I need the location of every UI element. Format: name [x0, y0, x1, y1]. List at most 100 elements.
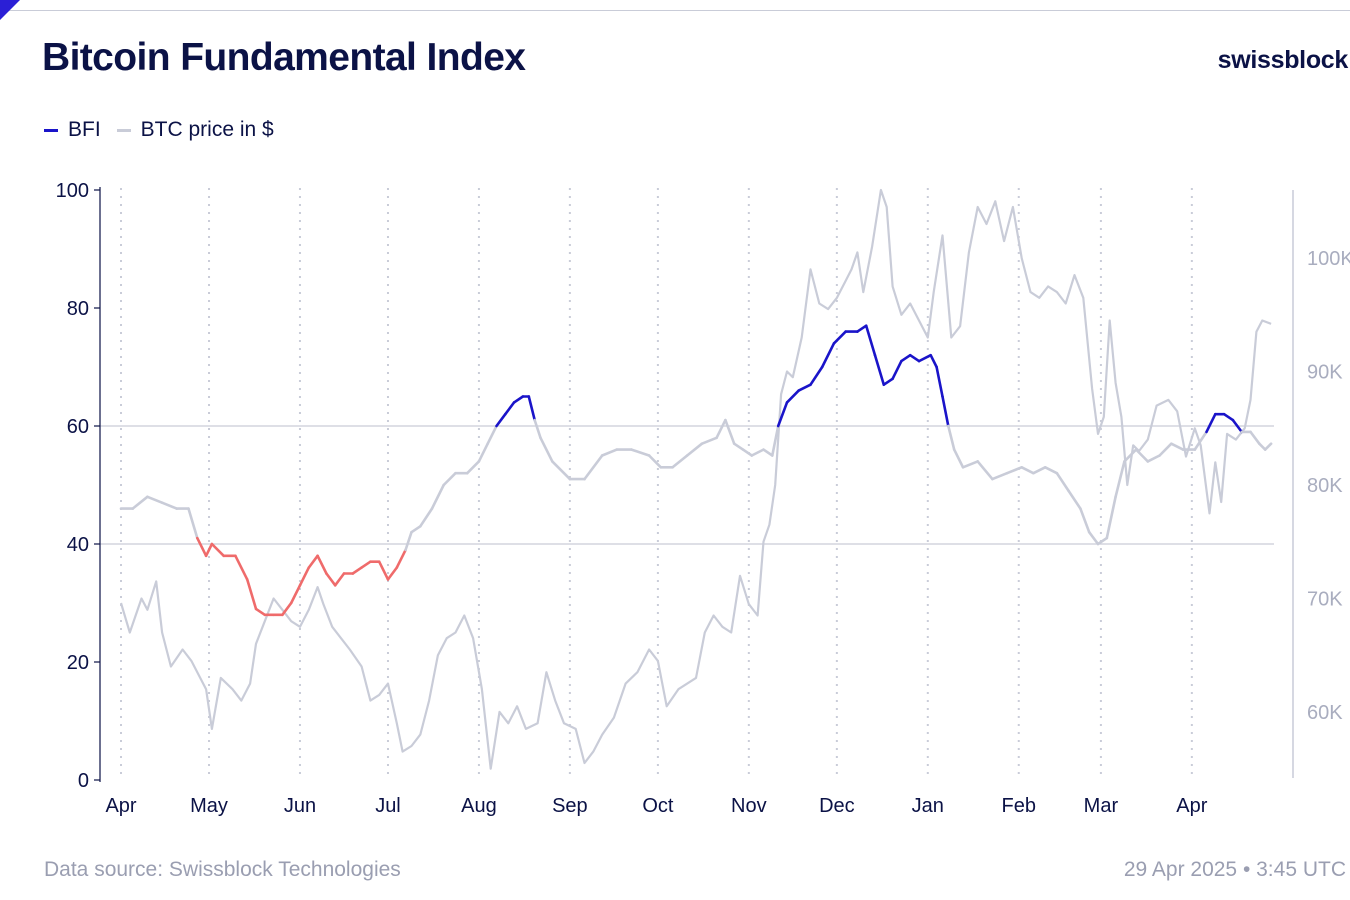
bfi-line-segment [1067, 489, 1082, 510]
bfi-line-segment [430, 483, 446, 510]
bfi-line-segment [685, 442, 704, 457]
bfi-line-segment [732, 442, 745, 451]
bfi-line-segment [991, 471, 1009, 481]
bfi-line-segment [929, 353, 938, 369]
bfi-line-segment [377, 560, 390, 581]
bfi-line-segment [809, 365, 824, 387]
x-tick-label-0: Apr [105, 795, 136, 817]
bfi-line-segment [442, 471, 457, 487]
bfi-line-segment [1005, 465, 1024, 475]
bfi-line-segment [131, 495, 149, 510]
bfi-line-segment [891, 359, 903, 381]
legend-swatch-btc [116, 128, 131, 132]
bfi-line-segment [1170, 442, 1185, 451]
bfi-line-segment [1087, 530, 1100, 546]
bfi-line-segment [527, 395, 537, 422]
bfi-line-segment [1105, 495, 1117, 540]
bfi-line-segment [333, 572, 346, 587]
timestamp: 29 Apr 2025 • 3:45 UTC [1123, 858, 1346, 881]
bfi-line-segment [204, 542, 214, 558]
bfi-line-segment [785, 389, 801, 404]
bfi-line-segment [146, 495, 164, 505]
bfi-line-segment [360, 560, 372, 569]
bfi-line-segment [418, 507, 434, 528]
bfi-line-segment [539, 436, 554, 463]
left-tick-label-3: 60 [67, 416, 89, 438]
x-tick-label-3: Jul [375, 795, 401, 817]
left-tick-label-5: 100 [56, 180, 89, 202]
x-tick-label-11: Mar [1084, 795, 1119, 817]
bfi-line-segment [1020, 465, 1035, 475]
bfi-line-segment [820, 342, 836, 369]
legend-swatch-bfi [44, 128, 58, 132]
bfi-line-segment [503, 401, 516, 416]
bfi-line-segment [941, 395, 950, 428]
bfi-line-segment [196, 536, 208, 558]
bfi-line-segment [873, 353, 886, 387]
bfi-line-segment [750, 448, 765, 457]
bfi-line-segment [976, 460, 994, 481]
bfi-line-segment [281, 601, 293, 617]
bfi-line-segment [797, 383, 812, 392]
bfi-line-segment [724, 418, 736, 446]
left-tick-label-2: 40 [67, 534, 89, 556]
x-tick-label-4: Aug [461, 795, 497, 817]
bfi-line-segment [1146, 454, 1161, 463]
bfi-line-segment [465, 460, 481, 475]
brand-logo: swissblock [1217, 46, 1349, 74]
bfi-line-segment [1158, 442, 1173, 457]
bfi-line-segment [630, 448, 651, 457]
bfi-line-segment [1193, 430, 1208, 451]
legend-item-btc[interactable]: BTC price in $ [116, 118, 274, 142]
bfi-line-segment [395, 548, 407, 569]
bfi-line-segment [316, 554, 328, 575]
bfi-line-segment [245, 578, 258, 611]
bfi-line-segment [1263, 442, 1273, 451]
bfi-line-segment [776, 401, 789, 428]
bfi-line-segment [770, 424, 780, 457]
left-tick-label-1: 20 [67, 652, 89, 674]
right-tick-label-0: 60K [1307, 702, 1343, 724]
bfi-line-segment [410, 524, 422, 534]
bfi-line-segment [946, 424, 956, 451]
bfi-line-segment [1043, 465, 1059, 475]
bfi-line-segment [486, 424, 498, 446]
bfi-line-segment [1032, 465, 1047, 475]
bfi-line-segment [935, 365, 944, 398]
btc-price-line [119, 188, 1272, 770]
bfi-line-segment [550, 460, 572, 481]
bfi-line-segment [351, 566, 363, 575]
x-tick-label-8: Dec [819, 795, 855, 817]
corner-accent [0, 0, 20, 20]
bfi-line-segment [1114, 460, 1126, 499]
bfi-line-segment [917, 353, 933, 363]
bfi-line-segment [900, 353, 912, 363]
bfi-line-segment [512, 395, 525, 404]
bfi-line-segment [307, 554, 319, 569]
bfi-line-segment [298, 566, 311, 587]
right-tick-label-1: 70K [1307, 588, 1343, 610]
bfi-line-segment [1249, 430, 1261, 446]
bfi-line-segment [254, 607, 267, 617]
x-tick-label-1: May [190, 795, 228, 817]
bfi-line-segment [583, 454, 604, 481]
bfi-line-segment [700, 436, 718, 446]
bfi-line-segment [600, 448, 619, 457]
legend-item-bfi[interactable]: BFI [44, 118, 101, 142]
x-tick-label-7: Nov [731, 795, 767, 817]
bfi-line-segment [495, 412, 507, 428]
data-source: Data source: Swissblock Technologies [44, 858, 401, 881]
x-tick-label-12: Apr [1176, 795, 1207, 817]
x-tick-label-10: Feb [1002, 795, 1036, 817]
right-tick-label-3: 90K [1307, 362, 1343, 384]
bfi-line-segment [477, 442, 490, 463]
bfi-line-segment [961, 460, 980, 469]
bfi-line-segment [234, 554, 249, 581]
bfi-line-segment [741, 448, 754, 457]
legend-label-bfi: BFI [68, 118, 101, 141]
x-tick-label-5: Sep [552, 795, 588, 817]
bfi-line-segment [187, 507, 199, 540]
x-tick-label-9: Jan [912, 795, 944, 817]
bfi-line-segment [1123, 448, 1138, 463]
